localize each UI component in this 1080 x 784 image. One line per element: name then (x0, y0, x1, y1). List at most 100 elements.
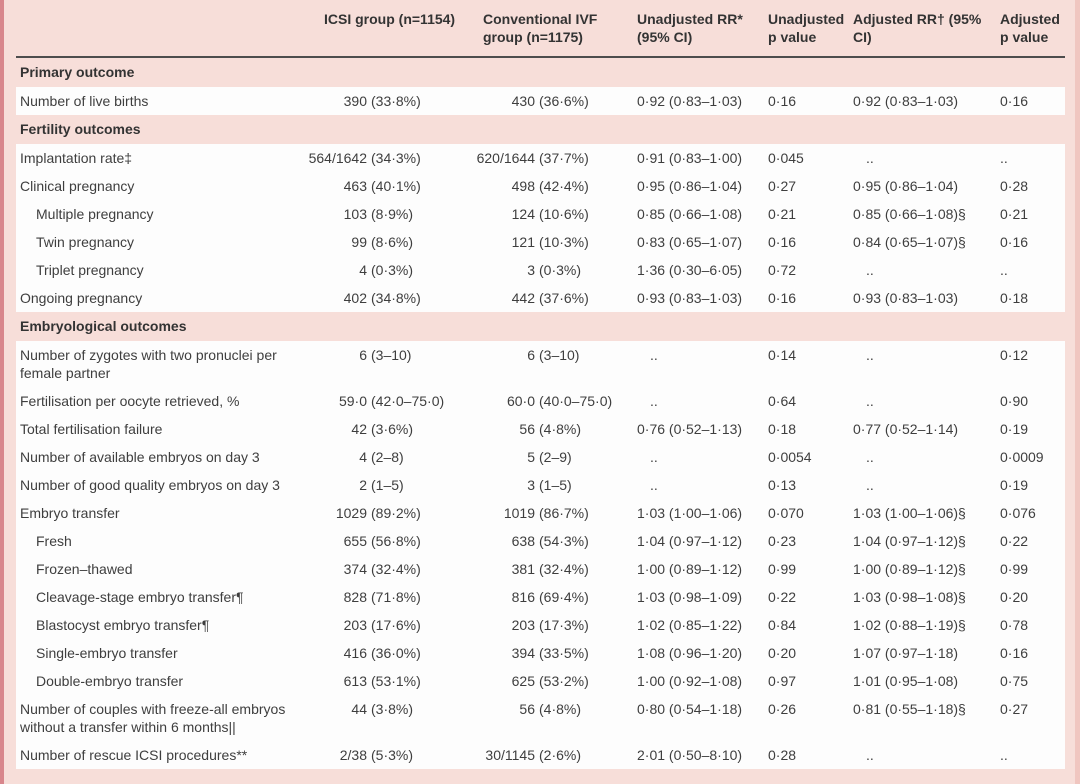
adjusted_p-cell: 0·19 (1000, 421, 1029, 437)
value-parenthetical: (4·8%) (539, 701, 582, 717)
value-parenthetical: (10·6%) (539, 206, 589, 222)
value-number: 1019 (503, 505, 535, 521)
unadjusted_p-cell: 0·28 (768, 747, 797, 763)
row-label: Triplet pregnancy (36, 262, 144, 278)
value-parenthetical: (71·8%) (371, 589, 421, 605)
icsi-cell: 374 (32·4%) (324, 560, 483, 578)
adjusted_p-cell: .. (1000, 150, 1008, 166)
conventional-cell: 381 (32·4%) (483, 560, 637, 578)
adjusted_p-cell: 0·19 (1000, 477, 1029, 493)
table-row: Triplet pregnancy 4 (0·3%) 3 (0·3%) 1·36 (0·3… (16, 256, 1065, 284)
table-row: Number of zygotes with two pronuclei per… (16, 341, 1065, 387)
table-row: Multiple pregnancy 103 (8·9%) 124 (10·6%) 0·8… (16, 200, 1065, 228)
value-number: 416 (343, 645, 367, 661)
value-number: 121 (511, 234, 535, 250)
table-row: Frozen–thawed 374 (32·4%) 381 (32·4%) 1·00 (0… (16, 555, 1065, 583)
value-number: 203 (511, 617, 535, 633)
column-header-icsi: ICSI group (n=1154) (324, 11, 456, 27)
icsi-cell: 1029 (89·2%) (324, 504, 483, 522)
icsi-cell: 655 (56·8%) (324, 532, 483, 550)
icsi-cell: 99 (8·6%) (324, 233, 483, 251)
table-row: Embryo transfer 1029 (89·2%) 1019 (86·7%) 1·0… (16, 499, 1065, 527)
adjusted_rr-cell: 1·03 (0·98–1·08)§ (853, 589, 966, 605)
unadjusted_p-cell: 0·64 (768, 393, 797, 409)
value-parenthetical: (36·0%) (371, 645, 421, 661)
value-parenthetical: (10·3%) (539, 234, 589, 250)
adjusted_rr-cell: .. (866, 262, 874, 278)
adjusted_rr-cell: .. (866, 347, 874, 363)
value-parenthetical: (1–5) (371, 477, 404, 493)
value-parenthetical: (0·3%) (539, 262, 582, 278)
adjusted_rr-cell: 1·03 (1·00–1·06)§ (853, 505, 966, 521)
conventional-cell: 30/1145 (2·6%) (483, 746, 637, 764)
row-label: Frozen–thawed (36, 561, 133, 577)
icsi-cell: 4 (0·3%) (324, 261, 483, 279)
value-parenthetical: (34·3%) (371, 150, 421, 166)
unadjusted_p-cell: 0·070 (768, 505, 804, 521)
adjusted_p-cell: 0·90 (1000, 393, 1029, 409)
conventional-cell: 625 (53·2%) (483, 672, 637, 690)
icsi-cell: 416 (36·0%) (324, 644, 483, 662)
adjusted_p-cell: .. (1000, 747, 1008, 763)
unadjusted_rr-cell: .. (650, 449, 658, 465)
icsi-cell: 828 (71·8%) (324, 588, 483, 606)
table-row: Double-embryo transfer 613 (53·1%) 625 (53·2… (16, 667, 1065, 695)
table-row: Implantation rate‡ 564/1642 (34·3%) 620/164… (16, 144, 1065, 172)
value-parenthetical: (37·7%) (539, 150, 589, 166)
conventional-cell: 430 (36·6%) (483, 92, 637, 110)
icsi-cell: 390 (33·8%) (324, 92, 483, 110)
unadjusted_p-cell: 0·99 (768, 561, 797, 577)
icsi-cell: 463 (40·1%) (324, 177, 483, 195)
adjusted_p-cell: 0·16 (1000, 234, 1029, 250)
value-parenthetical: (2–8) (371, 449, 404, 465)
adjusted_rr-cell: 0·85 (0·66–1·08)§ (853, 206, 966, 222)
value-number: 4 (359, 262, 367, 278)
table-row: Number of couples with freeze-all embryo… (16, 695, 1065, 741)
conventional-cell: 60·0 (40·0–75·0) (483, 392, 637, 410)
table-row: Ongoing pregnancy 402 (34·8%) 442 (37·6%) 0·9… (16, 284, 1065, 312)
column-header-conventional: Conventional IVF group (n=1175) (483, 11, 598, 45)
section-label: Embryological outcomes (20, 318, 187, 334)
unadjusted_p-cell: 0·27 (768, 178, 797, 194)
unadjusted_rr-cell: 1·36 (0·30–6·05) (637, 262, 743, 278)
value-number: 44 (351, 701, 367, 717)
conventional-cell: 3 (1–5) (483, 476, 637, 494)
value-parenthetical: (32·4%) (539, 561, 589, 577)
conventional-cell: 3 (0·3%) (483, 261, 637, 279)
unadjusted_p-cell: 0·23 (768, 533, 797, 549)
table-row: Blastocyst embryo transfer¶ 203 (17·6%) 203… (16, 611, 1065, 639)
conventional-cell: 5 (2–9) (483, 448, 637, 466)
unadjusted_p-cell: 0·16 (768, 234, 797, 250)
row-label: Clinical pregnancy (20, 178, 135, 194)
unadjusted_rr-cell: 1·04 (0·97–1·12) (637, 533, 743, 549)
table-row: Clinical pregnancy 463 (40·1%) 498 (42·4%) 0·… (16, 172, 1065, 200)
adjusted_rr-cell: 1·00 (0·89–1·12)§ (853, 561, 966, 577)
icsi-cell: 203 (17·6%) (324, 616, 483, 634)
table-row: Number of rescue ICSI procedures** 2/38 (5… (16, 741, 1065, 769)
icsi-cell: 2 (1–5) (324, 476, 483, 494)
value-number: 638 (511, 533, 535, 549)
value-parenthetical: (3·6%) (371, 421, 414, 437)
table-row: Number of live births 390 (33·8%) 430 (36·6%… (16, 87, 1065, 115)
unadjusted_rr-cell: 1·02 (0·85–1·22) (637, 617, 743, 633)
unadjusted_p-cell: 0·97 (768, 673, 797, 689)
value-parenthetical: (3–10) (539, 347, 580, 363)
value-number: 203 (343, 617, 367, 633)
value-number: 60·0 (506, 393, 535, 409)
adjusted_rr-cell: .. (866, 477, 874, 493)
value-number: 3 (527, 262, 535, 278)
adjusted_p-cell: 0·16 (1000, 645, 1029, 661)
value-number: 394 (511, 645, 535, 661)
row-label: Cleavage-stage embryo transfer¶ (36, 589, 244, 605)
value-parenthetical: (5·3%) (371, 747, 414, 763)
adjusted_p-cell: 0·21 (1000, 206, 1029, 222)
adjusted_rr-cell: .. (866, 150, 874, 166)
adjusted_rr-cell: 1·07 (0·97–1·18) (853, 645, 959, 661)
table-header-row: ICSI group (n=1154) Conventional IVF grou… (16, 0, 1065, 58)
row-label: Fresh (36, 533, 72, 549)
unadjusted_p-cell: 0·0054 (768, 449, 812, 465)
unadjusted_rr-cell: .. (650, 393, 658, 409)
conventional-cell: 442 (37·6%) (483, 289, 637, 307)
unadjusted_rr-cell: 0·91 (0·83–1·00) (637, 150, 743, 166)
